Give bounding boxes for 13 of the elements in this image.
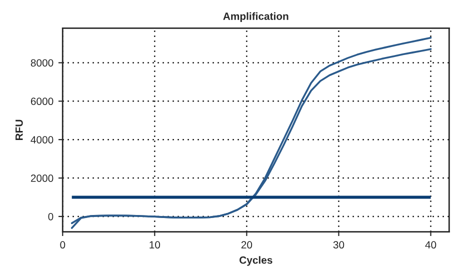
chart-title: Amplification — [223, 12, 288, 22]
x-tick-label: 40 — [425, 241, 436, 249]
y-tick-label: 2000 — [30, 174, 54, 182]
x-tick-label: 30 — [333, 241, 344, 249]
x-tick-label: 0 — [60, 241, 66, 249]
y-axis-title: RFU — [16, 120, 23, 140]
y-tick-label: 6000 — [30, 98, 54, 106]
y-tick-label: 0 — [48, 212, 54, 220]
x-axis-title: Cycles — [240, 256, 272, 266]
x-tick-label: 10 — [150, 241, 160, 249]
y-tick-label: 4000 — [30, 136, 54, 144]
y-tick-label: 8000 — [30, 59, 54, 67]
x-tick-label: 20 — [241, 241, 252, 249]
